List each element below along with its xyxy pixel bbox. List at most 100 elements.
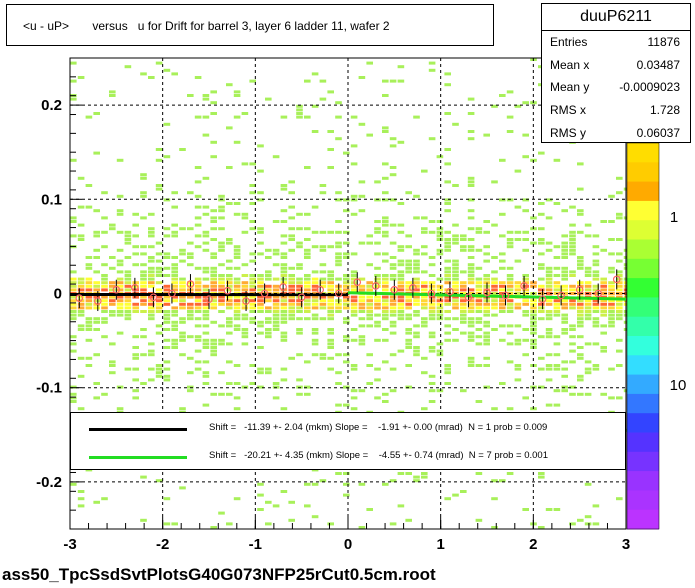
heatmap-cell (538, 252, 545, 256)
palette-swatch (627, 278, 659, 298)
heatmap-cell (249, 227, 256, 231)
heatmap-cell (202, 284, 210, 288)
heatmap-cell (616, 310, 623, 313)
heatmap-cell (327, 277, 334, 281)
heatmap-cell (506, 274, 514, 277)
heatmap-cell (382, 223, 389, 227)
heatmap-cell (116, 248, 124, 252)
heatmap-cell (467, 306, 475, 310)
heatmap-cell (171, 277, 178, 281)
heatmap-cell (218, 205, 225, 209)
heatmap-cell (280, 331, 288, 335)
heatmap-cell (249, 220, 256, 223)
heatmap-cell (405, 385, 412, 389)
heatmap-cell (428, 346, 436, 349)
heatmap-cell (163, 320, 171, 324)
heatmap-cell (421, 407, 428, 411)
heatmap-cell (421, 472, 428, 475)
heatmap-cell (569, 230, 576, 234)
heatmap-cell (592, 259, 600, 263)
heatmap-cell (163, 256, 171, 259)
heatmap-cell (304, 310, 311, 313)
heatmap-cell (249, 382, 256, 385)
palette-swatch (627, 490, 659, 511)
heatmap-cell (210, 320, 217, 324)
heatmap-cell (210, 338, 217, 342)
heatmap-cell (202, 346, 210, 349)
legend-line-black (89, 428, 187, 431)
heatmap-cell (483, 356, 490, 360)
heatmap-cell (545, 310, 553, 313)
heatmap-cell (382, 130, 389, 133)
heatmap-cell (116, 259, 124, 263)
heatmap-cell (101, 302, 108, 306)
heatmap-cell (280, 295, 288, 299)
heatmap-cell (210, 295, 217, 299)
heatmap-cell (179, 320, 186, 324)
heatmap-cell (452, 288, 459, 292)
profile-point (446, 287, 454, 296)
heatmap-cell (109, 281, 116, 285)
heatmap-cell (218, 324, 225, 328)
heatmap-cell (506, 407, 514, 411)
heatmap-cell (389, 353, 397, 357)
heatmap-cell (272, 328, 280, 331)
heatmap-cell (553, 403, 561, 407)
heatmap-cell (444, 367, 451, 371)
heatmap-cell (241, 162, 249, 166)
heatmap-cell (304, 115, 311, 119)
heatmap-cell (249, 79, 256, 83)
heatmap-cell (335, 263, 342, 267)
heatmap-cell (592, 306, 600, 310)
heatmap-cell (577, 306, 584, 310)
heatmap-cell (319, 284, 327, 288)
heatmap-cell (506, 310, 514, 313)
heatmap-cell (109, 295, 116, 299)
heatmap-cell (522, 310, 529, 313)
heatmap-cell (444, 281, 451, 285)
heatmap-cell (569, 360, 576, 364)
heatmap-cell (561, 331, 568, 335)
heatmap-cell (444, 112, 451, 115)
heatmap-cell (288, 284, 295, 288)
heatmap-cell (608, 284, 615, 288)
heatmap-cell (467, 227, 475, 231)
heatmap-cell (148, 302, 155, 306)
heatmap-cell (428, 331, 436, 335)
heatmap-cell (226, 266, 233, 270)
heatmap-cell (452, 493, 459, 497)
heatmap-cell (397, 310, 405, 313)
heatmap-cell (577, 230, 584, 234)
heatmap-cell (335, 115, 342, 119)
heatmap-cell (405, 259, 412, 263)
heatmap-cell (608, 220, 615, 223)
heatmap-cell (124, 270, 132, 274)
heatmap-cell (374, 313, 381, 317)
heatmap-cell (405, 295, 412, 299)
heatmap-cell (522, 338, 529, 342)
heatmap-cell (202, 306, 210, 310)
stats-row-mean-x: Mean x 0.03487 (542, 54, 690, 77)
heatmap-cell (288, 295, 295, 299)
heatmap-cell (428, 317, 436, 321)
heatmap-cell (218, 371, 225, 375)
heatmap-cell (140, 270, 147, 274)
heatmap-cell (327, 310, 334, 313)
heatmap-cell (382, 299, 389, 303)
heatmap-cell (194, 115, 202, 119)
heatmap-cell (421, 281, 428, 285)
heatmap-cell (249, 288, 256, 292)
heatmap-cell (553, 288, 561, 292)
heatmap-cell (70, 400, 77, 403)
heatmap-cell (155, 299, 163, 303)
heatmap-cell (608, 313, 615, 317)
heatmap-cell (389, 266, 397, 270)
heatmap-cell (460, 281, 467, 285)
heatmap-cell (452, 338, 459, 342)
heatmap-cell (288, 216, 295, 220)
heatmap-cell (389, 302, 397, 306)
heatmap-cell (132, 281, 139, 285)
heatmap-cell (428, 400, 436, 403)
heatmap-cell (444, 248, 451, 252)
heatmap-cell (140, 263, 147, 267)
